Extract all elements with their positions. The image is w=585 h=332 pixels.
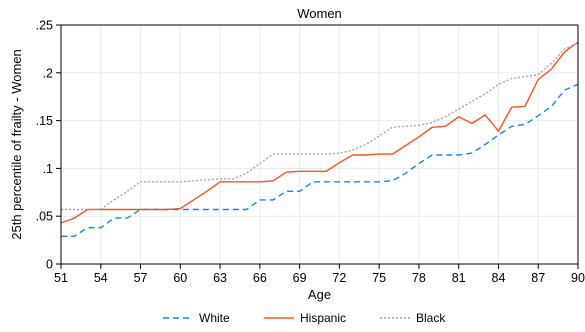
series-lines [60, 41, 579, 238]
y-tick-label: 0 [46, 258, 53, 272]
x-tick-label: 87 [531, 271, 545, 285]
x-tick-label: 81 [452, 271, 466, 285]
x-tick-label: 69 [293, 271, 307, 285]
y-tick-label: .05 [36, 210, 53, 224]
legend-label-white: White [199, 311, 230, 325]
x-tick-label: 72 [332, 271, 346, 285]
plot-area [61, 25, 578, 264]
y-axis: 0 .05 .1 .15 .2 .25 [36, 19, 61, 272]
x-tick-label: 54 [94, 271, 108, 285]
x-tick-label: 51 [54, 271, 68, 285]
y-tick-label: .25 [36, 19, 53, 33]
plot-frame [60, 24, 579, 265]
x-tick-label: 66 [253, 271, 267, 285]
x-tick-label: 90 [571, 271, 585, 285]
x-axis: 51 54 57 60 63 66 69 72 75 78 81 84 87 90 [54, 264, 585, 285]
x-tick-label: 60 [173, 271, 187, 285]
x-tick-label: 57 [134, 271, 148, 285]
y-tick-label: .2 [43, 66, 53, 80]
x-tick-label: 63 [213, 271, 227, 285]
y-tick-label: .15 [36, 114, 53, 128]
chart-title: Women [297, 6, 342, 21]
legend-label-black: Black [416, 311, 446, 325]
legend: White Hispanic Black [163, 311, 446, 325]
x-axis-title: Age [308, 287, 331, 302]
y-tick-label: .1 [43, 162, 53, 176]
legend-label-hispanic: Hispanic [300, 311, 346, 325]
x-tick-label: 78 [412, 271, 426, 285]
series-line-hispanic [60, 41, 579, 224]
y-axis-title: 25th percentile of frailty - Women [9, 49, 24, 240]
x-tick-label: 84 [492, 271, 506, 285]
x-tick-label: 75 [372, 271, 386, 285]
